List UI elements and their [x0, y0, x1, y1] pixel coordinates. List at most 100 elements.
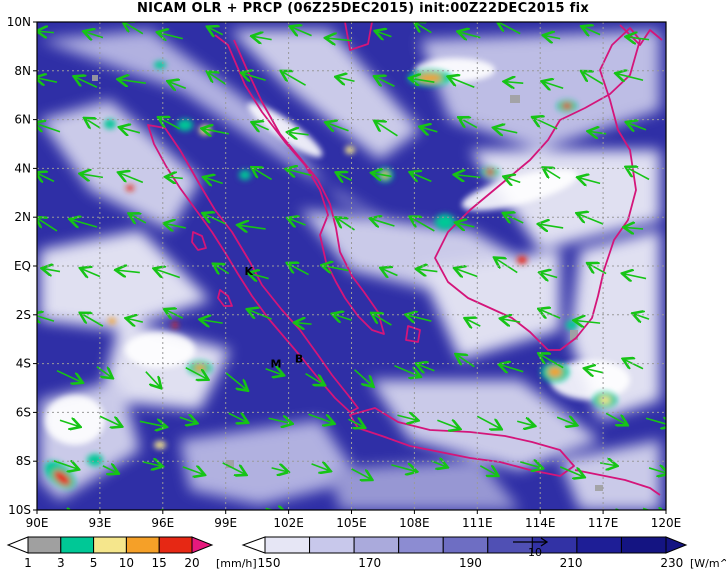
wind-vector: [495, 128, 518, 133]
wind-vector: [81, 314, 104, 327]
wind-vector: [504, 214, 524, 223]
wind-vector: [37, 315, 55, 321]
wind-vector: [271, 468, 288, 472]
lon-tick-label: 99E: [214, 516, 237, 530]
wind-vector: [282, 72, 306, 86]
olr-swatch: [487, 536, 533, 554]
wind-vector: [311, 464, 330, 471]
lat-tick-label: 10N: [7, 15, 31, 29]
wind-vector: [81, 174, 104, 177]
lon-tick-label: 114E: [525, 516, 556, 530]
wind-vector: [479, 466, 497, 475]
wind-vector: [253, 36, 272, 39]
grid-lines: [37, 22, 666, 510]
wind-vector: [53, 461, 78, 469]
wind-vector: [43, 269, 61, 272]
lat-tick-label: 4N: [14, 161, 31, 175]
wind-vector: [418, 364, 435, 370]
wind-vector: [201, 320, 223, 323]
wind-vector: [253, 123, 269, 130]
wind-vector: [333, 314, 352, 320]
wind-vector: [559, 466, 583, 477]
wind-vector: [373, 173, 392, 176]
precip-swatch: [93, 536, 127, 554]
small-island-3: [405, 325, 421, 343]
wind-vector: [449, 77, 475, 88]
wind-vector: [268, 418, 291, 423]
olr-unit: [W/m^2]: [690, 557, 726, 570]
wind-vector: [456, 269, 478, 277]
olr-swatch: [353, 536, 400, 554]
wind-vector: [394, 364, 419, 377]
wind-vector: [75, 77, 98, 88]
wind-vector: [541, 273, 558, 278]
olr-field: [37, 22, 666, 510]
wind-vector: [544, 168, 561, 180]
wind-vector: [505, 82, 524, 84]
olr-level-label: 170: [358, 556, 381, 570]
wind-vector: [145, 371, 160, 387]
wind-vector: [308, 413, 333, 423]
lon-tick-label: 108E: [399, 516, 430, 530]
malay-peninsula-coast: [214, 34, 385, 335]
wind-vector: [155, 269, 181, 279]
small-island-2: [217, 289, 233, 307]
precip-swatch: [158, 536, 193, 554]
wind-vector: [96, 366, 112, 378]
wind-vector: [71, 220, 98, 227]
wind-vector: [327, 123, 349, 131]
precip-unit: [mm/h]: [216, 557, 257, 570]
wind-vector: [500, 365, 524, 372]
wind-vector: [437, 420, 458, 428]
wind-vector: [287, 169, 312, 175]
wind-vector: [634, 314, 650, 319]
wind-vector: [411, 78, 435, 82]
wind-vector: [459, 32, 481, 38]
wind-vector: [495, 258, 518, 274]
wind-vector: [543, 82, 564, 88]
wind-vector: [337, 77, 355, 81]
wind-vector: [407, 315, 432, 321]
wind-vector: [248, 310, 272, 320]
precip-level-label: 10: [119, 556, 134, 570]
wind-vector: [648, 468, 666, 474]
lon-tick-label: 96E: [151, 516, 174, 530]
wind-vector: [421, 127, 438, 132]
olr-level-label: 150: [258, 556, 281, 570]
wind-vector: [296, 323, 312, 324]
wind-vector: [102, 466, 117, 473]
wind-vector: [540, 310, 561, 319]
wind-vector: [411, 217, 435, 232]
wind-vector: [119, 79, 146, 83]
wind-vector: [208, 27, 224, 34]
wind-vector: [382, 269, 398, 276]
wind-vector: [617, 74, 644, 81]
wind-vector: [397, 415, 416, 420]
wind-vector: [142, 462, 162, 466]
wind-vector: [575, 321, 601, 324]
wind-vector: [627, 37, 650, 40]
wind-vector: [182, 467, 204, 475]
wind-vector: [56, 369, 81, 382]
wind-vector: [186, 516, 211, 526]
wind-vector: [373, 314, 392, 326]
olr-high-arrow: [665, 536, 688, 554]
olr-swatch: [309, 536, 355, 554]
wind-vector: [166, 310, 184, 318]
wind-vector: [253, 168, 273, 181]
wind-vector: [578, 214, 604, 225]
wind-vector: [327, 38, 352, 41]
sumatra-coast: [147, 124, 359, 413]
wind-vector: [348, 419, 364, 427]
wind-vector: [415, 22, 432, 34]
wind-vector: [431, 461, 446, 467]
lon-tick-label: 120E: [651, 516, 682, 530]
wind-vector: [228, 413, 247, 422]
java-coast: [349, 407, 575, 477]
lon-tick-label: 117E: [588, 516, 619, 530]
wind-vectors: [37, 22, 666, 526]
wind-vector: [37, 173, 55, 181]
olr-level-label: 210: [560, 556, 583, 570]
wind-vector: [222, 462, 245, 474]
wind-vector: [243, 73, 266, 80]
